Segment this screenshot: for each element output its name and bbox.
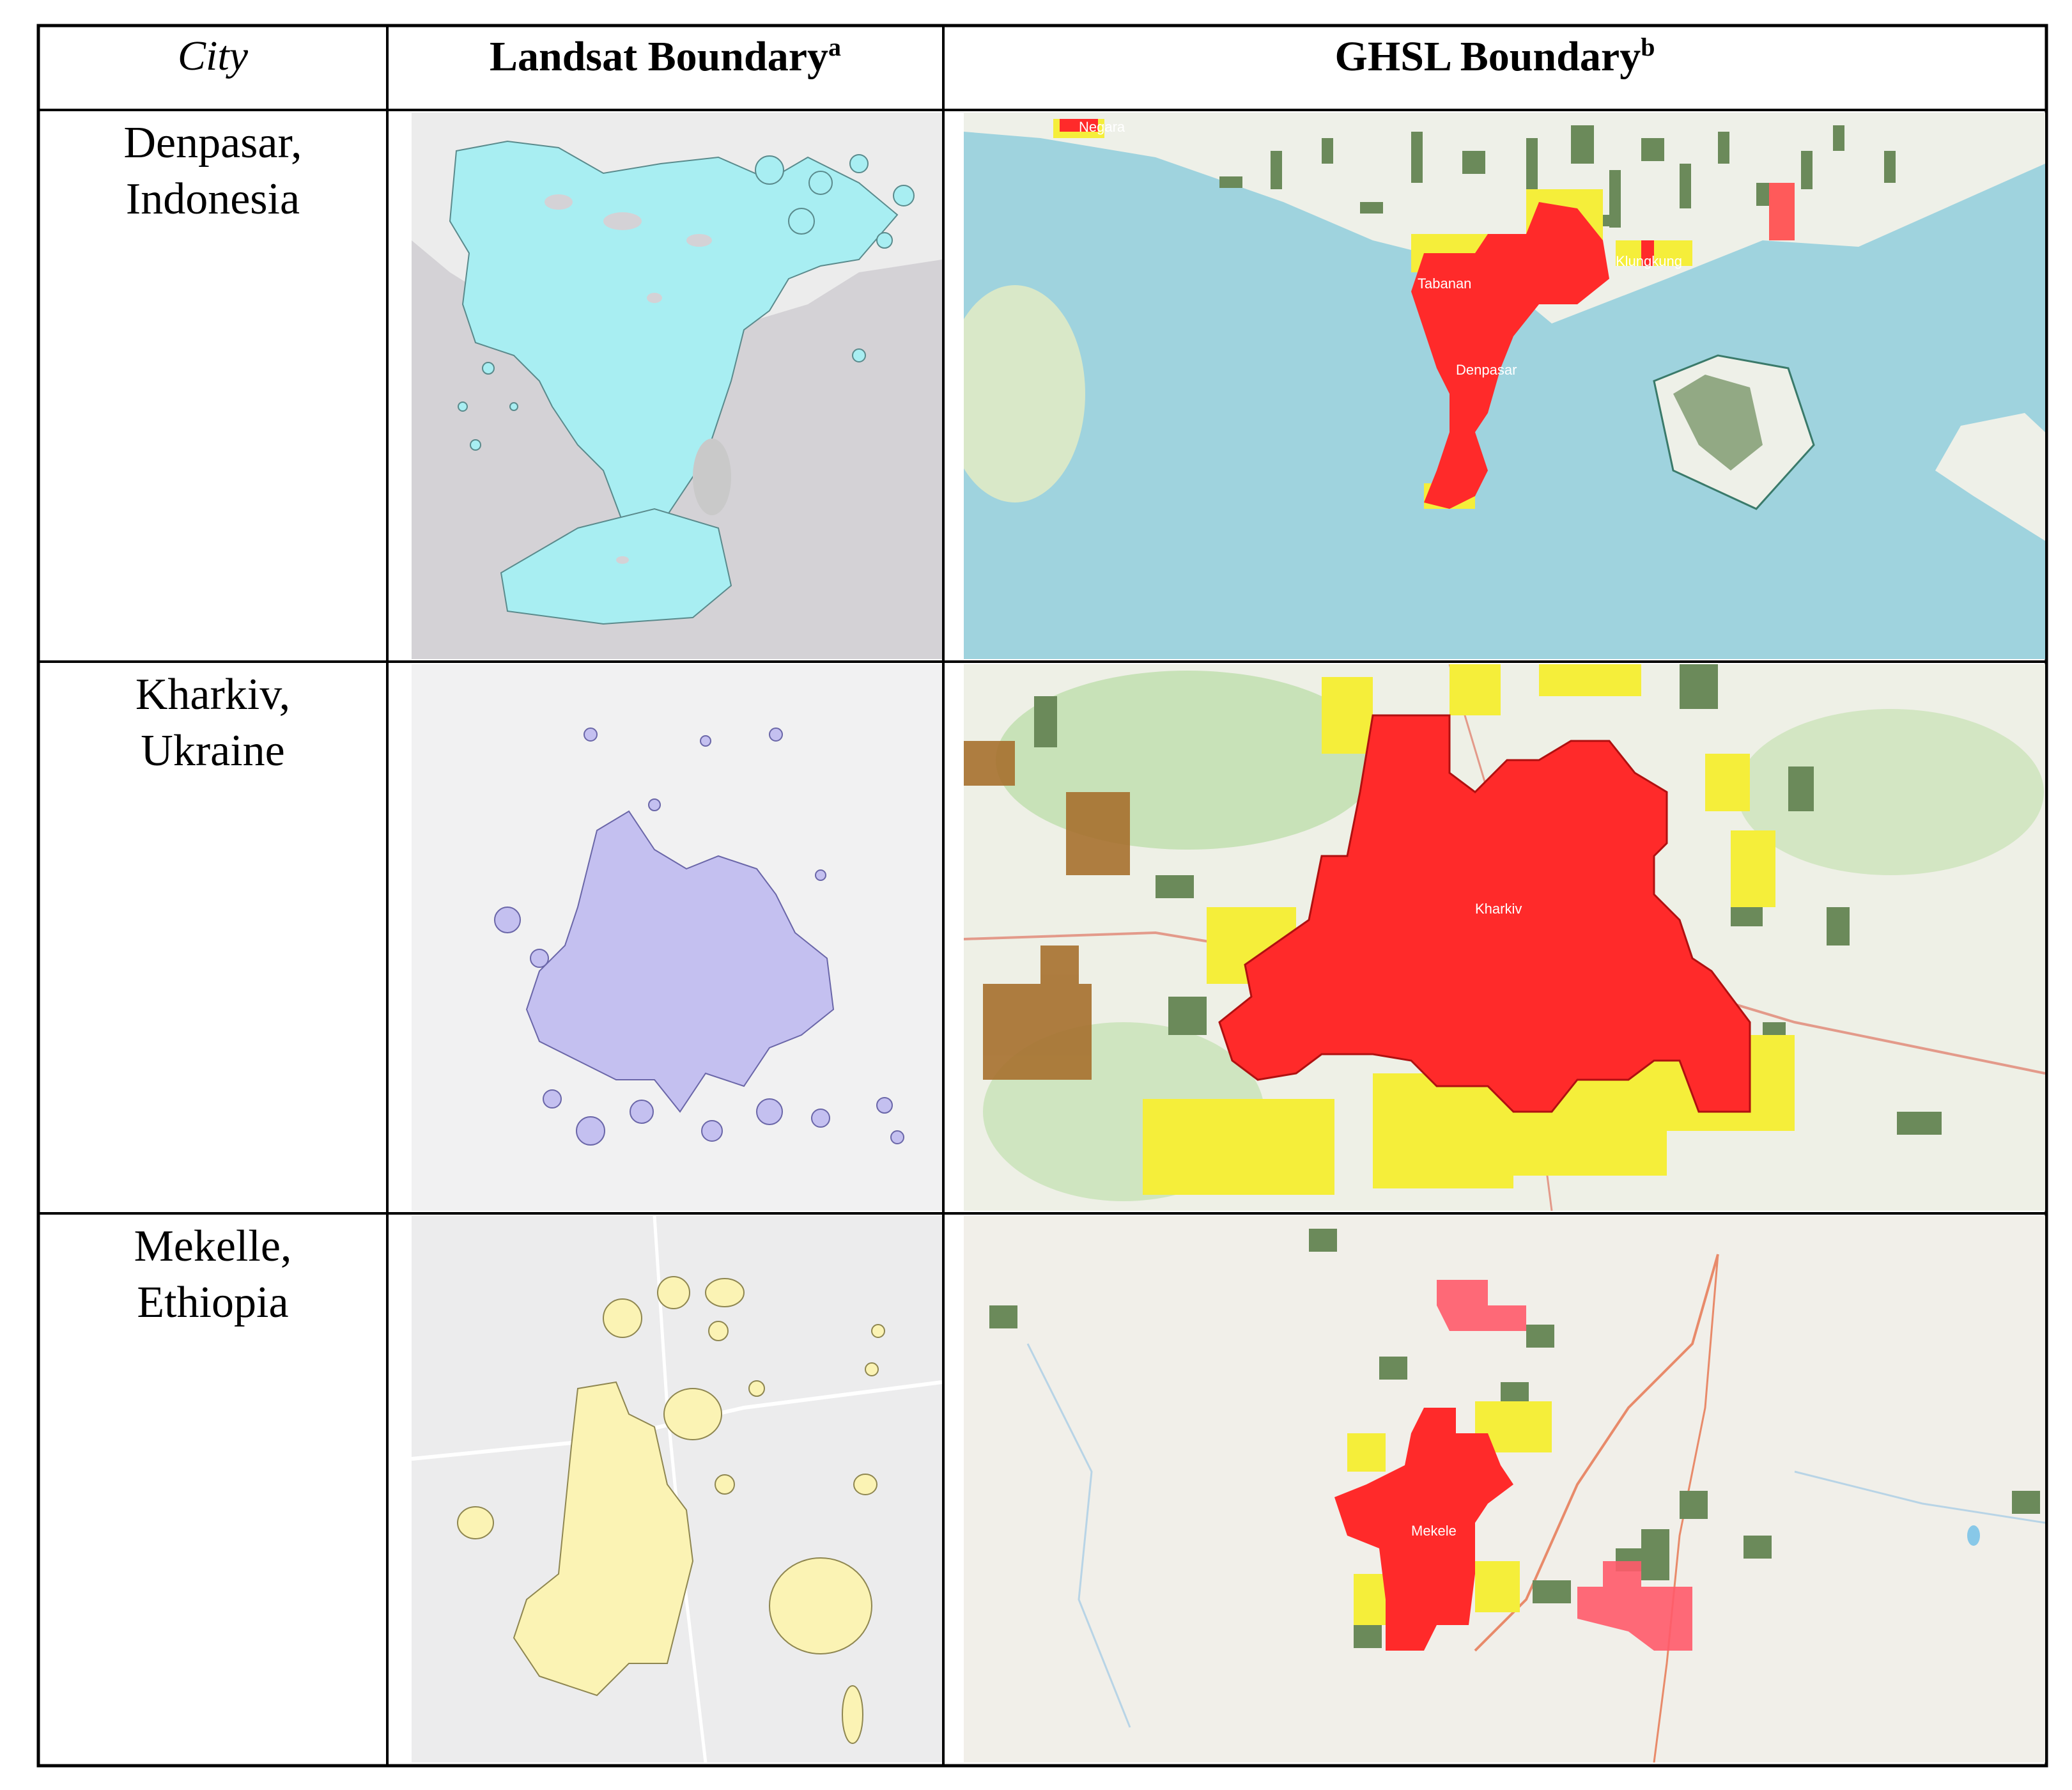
header-landsat-boundary: Landsat Boundarya (489, 33, 842, 80)
city-cell-kharkiv: Kharkiv, Ukraine (135, 670, 291, 775)
kharkiv-urban-core (1218, 714, 1751, 1113)
mekelle-urban-extent (513, 1381, 694, 1697)
landsat-map-kharkiv (412, 664, 942, 1211)
map-label-klungkung: Klungkung (1616, 253, 1682, 269)
city-cell-denpasar: Denpasar, Indonesia (123, 118, 302, 224)
denpasar-urban-extent (449, 140, 899, 536)
header-city: City (178, 33, 248, 79)
landsat-map-mekelle (412, 1216, 942, 1763)
map-label-denpasar: Denpasar (1456, 362, 1517, 378)
ghsl-map-mekelle: Mekele (964, 1216, 2045, 1763)
denpasar-urban-core (1411, 202, 1609, 509)
map-label-kharkiv: Kharkiv (1475, 901, 1522, 917)
kharkiv-urban-extent (525, 810, 835, 1113)
mekelle-urban-core (1334, 1408, 1513, 1651)
city-cell-mekelle: Mekelle, Ethiopia (134, 1222, 292, 1327)
map-label-mekele: Mekele (1411, 1523, 1457, 1539)
ghsl-map-kharkiv: Kharkiv (964, 664, 2045, 1211)
landsat-map-denpasar (412, 113, 942, 659)
header-ghsl-boundary: GHSL Boundaryb (1334, 33, 1655, 80)
map-label-negara: Negara (1079, 119, 1125, 135)
map-label-tabanan: Tabanan (1418, 276, 1471, 292)
ghsl-map-denpasar: Negara Tabanan Klungkung Denpasar (964, 113, 2045, 659)
